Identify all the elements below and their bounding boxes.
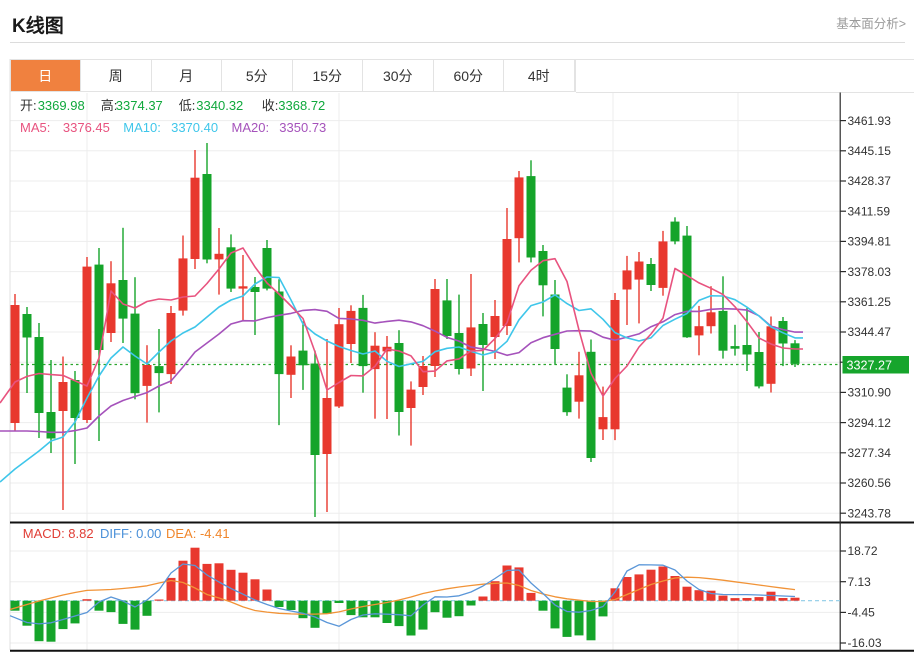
svg-text:-16.03: -16.03: [848, 636, 882, 650]
svg-text:开:3369.98高:3374.37低:3340.32收:3: 开:3369.98 高:3374.37 低:3340.32 收:3368.72: [20, 98, 325, 113]
svg-text:18.72: 18.72: [848, 544, 878, 558]
svg-text:3277.34: 3277.34: [848, 446, 892, 460]
svg-text:3461.93: 3461.93: [848, 114, 892, 128]
svg-text:-4.45: -4.45: [848, 606, 876, 620]
svg-text:3243.78: 3243.78: [848, 506, 892, 520]
svg-text:3428.37: 3428.37: [848, 174, 892, 188]
svg-text:3327.27: 3327.27: [847, 358, 893, 372]
svg-text:7.13: 7.13: [848, 575, 872, 589]
svg-text:3445.15: 3445.15: [848, 144, 892, 158]
svg-text:3411.59: 3411.59: [848, 204, 891, 218]
svg-text:3361.25: 3361.25: [848, 295, 892, 309]
svg-text:3310.90: 3310.90: [848, 386, 892, 400]
svg-text:3260.56: 3260.56: [848, 476, 892, 490]
svg-text:3344.47: 3344.47: [848, 325, 892, 339]
svg-text:3394.81: 3394.81: [848, 235, 892, 249]
svg-text:3378.03: 3378.03: [848, 265, 892, 279]
svg-text:3294.12: 3294.12: [848, 416, 892, 430]
